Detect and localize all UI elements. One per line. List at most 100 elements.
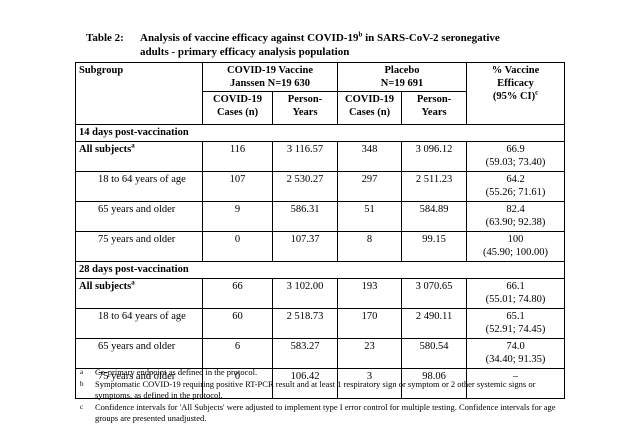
footnote: b Symptomatic COVID-19 requiring positive… (80, 379, 562, 401)
vaccine-cases-cell: 6 (202, 338, 273, 369)
placebo-cases-cell: 348 (337, 141, 403, 172)
placebo-cases-cell: 193 (337, 278, 403, 309)
footnote-marker: a (80, 368, 84, 376)
vaccine-group-line2: Janssen N=19 630 (229, 78, 311, 89)
table-row: 75 years and older 0 106.42 3 98.06 – (75, 368, 566, 399)
subgroup-column-header: Subgroup (75, 62, 203, 125)
table-row: 75 years and older 0 107.37 8 99.15 100 (45.90… (75, 231, 566, 262)
efficacy-column-header: % Vaccine Efficacy (95% CI)c (466, 62, 566, 125)
table-row: 18 to 64 years of age 107 2 530.27 297 2 511… (75, 171, 566, 202)
subgroup-label: 18 to 64 years of age (98, 311, 186, 322)
placebo-person-years-cell: 584.89 (401, 201, 468, 232)
vaccine-person-years-cell: 583.27 (271, 338, 339, 369)
table-title-label: Table 2: (86, 32, 124, 44)
vaccine-person-years-cell: 586.31 (271, 201, 339, 232)
table-header: Subgroup COVID-19 Vaccine Janssen N=19 6… (75, 62, 566, 125)
vaccine-py-line2: Years (292, 107, 318, 118)
vaccine-cases-line2: Cases (n) (216, 107, 259, 118)
vaccine-person-years-cell: 2 518.73 (271, 308, 339, 339)
placebo-cases-line2: Cases (n) (348, 107, 391, 118)
vaccine-cases-cell: 116 (202, 141, 273, 172)
footnote-text: Confidence intervals for 'All Subjects' … (95, 402, 556, 423)
footnotes: a Co-primary endpoint as defined in the p… (80, 367, 562, 425)
efficacy-header-line3: (95% CI)c (470, 89, 561, 103)
efficacy-ci: (55.01; 74.80) (485, 294, 546, 305)
placebo-group-header: Placebo N=19 691 (337, 62, 468, 92)
placebo-group-line1: Placebo (384, 65, 420, 76)
footnote-marker: b (80, 380, 84, 388)
efficacy-value: – (512, 371, 519, 382)
vaccine-py-line1: Person- (287, 94, 323, 105)
footnote-ref-a: a (131, 278, 135, 287)
placebo-cases-cell: 3 (337, 368, 403, 399)
vaccine-cases-cell: 0 (202, 368, 273, 399)
efficacy-ci: (55.26; 71.61) (485, 187, 546, 198)
efficacy-header-ci: (95% CI) (492, 91, 536, 102)
subgroup-cell: 75 years and older (75, 368, 203, 399)
efficacy-cell: 66.9 (59.03; 73.40) (466, 141, 566, 172)
placebo-py-line2: Years (421, 107, 447, 118)
placebo-cases-cell: 297 (337, 171, 403, 202)
subgroup-label: 65 years and older (98, 204, 176, 215)
subgroup-cell: 18 to 64 years of age (75, 308, 203, 339)
vaccine-person-years-cell: 3 116.57 (271, 141, 339, 172)
subgroup-label: All subjects (79, 144, 132, 155)
footnote-text: Co-primary endpoint as defined in the pr… (95, 367, 258, 377)
table-row: 65 years and older 9 586.31 51 584.89 82.4 (63… (75, 201, 566, 232)
section-header-row: 28 days post-vaccination (74, 261, 566, 279)
footnote: c Confidence intervals for 'All Subjects'… (80, 402, 562, 424)
vaccine-cases-cell: 9 (202, 201, 273, 232)
vaccine-person-years-header: Person- Years (271, 91, 339, 125)
group-header-row: Subgroup COVID-19 Vaccine Janssen N=19 6… (75, 62, 566, 125)
subgroup-cell: All subjectsa (75, 278, 203, 309)
efficacy-value: 100 (507, 234, 524, 245)
placebo-person-years-cell: 99.15 (401, 231, 468, 262)
efficacy-cell: 64.2 (55.26; 71.61) (466, 171, 566, 202)
efficacy-ci: (59.03; 73.40) (485, 157, 546, 168)
table-body: 14 days post-vaccination All subjectsa 116… (74, 124, 566, 399)
efficacy-cell: 66.1 (55.01; 74.80) (466, 278, 566, 309)
footnote-ref-b: b (358, 30, 363, 39)
table-row: 18 to 64 years of age 60 2 518.73 170 2 490.… (75, 308, 566, 339)
footnote-marker: c (80, 403, 84, 411)
efficacy-header-line1: % Vaccine (491, 65, 540, 76)
placebo-group-line2: N=19 691 (380, 78, 424, 89)
footnote-ref-a: a (131, 141, 135, 150)
vaccine-person-years-cell: 106.42 (271, 368, 339, 399)
placebo-cases-cell: 8 (337, 231, 403, 262)
table-title-line2: adults - primary efficacy analysis popul… (140, 45, 350, 58)
vaccine-cases-line1: COVID-19 (213, 94, 262, 105)
footnote-text: Symptomatic COVID-19 requiring positive … (95, 379, 536, 400)
section-header: 28 days post-vaccination (74, 261, 566, 279)
table-row: All subjectsa 66 3 102.00 193 3 070.65 66.1 (5… (75, 278, 566, 309)
table-title-text: Analysis of vaccine efficacy against COV… (140, 30, 590, 59)
placebo-person-years-header: Person- Years (401, 91, 468, 125)
subgroup-cell: 18 to 64 years of age (75, 171, 203, 202)
placebo-cases-cell: 51 (337, 201, 403, 232)
subgroup-label: All subjects (79, 281, 132, 292)
placebo-cases-cell: 23 (337, 338, 403, 369)
placebo-cases-cell: 170 (337, 308, 403, 339)
vaccine-group-header: COVID-19 Vaccine Janssen N=19 630 (201, 62, 339, 92)
vaccine-cases-cell: 107 (202, 171, 273, 202)
vaccine-cases-cell: 0 (202, 231, 273, 262)
placebo-person-years-cell: 2 511.23 (401, 171, 468, 202)
efficacy-value: 66.9 (506, 144, 525, 155)
placebo-person-years-cell: 3 070.65 (401, 278, 468, 309)
placebo-cases-header: COVID-19 Cases (n) (337, 91, 403, 125)
vaccine-person-years-cell: 3 102.00 (271, 278, 339, 309)
placebo-py-line1: Person- (416, 94, 452, 105)
vaccine-cases-cell: 66 (202, 278, 273, 309)
footnote: a Co-primary endpoint as defined in the p… (80, 367, 562, 378)
efficacy-value: 74.0 (506, 341, 525, 352)
subgroup-cell: 65 years and older (75, 201, 203, 232)
vaccine-group-line1: COVID-19 Vaccine (226, 65, 314, 76)
efficacy-cell: 65.1 (52.91; 74.45) (466, 308, 566, 339)
efficacy-value: 64.2 (506, 174, 525, 185)
subgroup-cell: 65 years and older (75, 338, 203, 369)
table-title-line1-text: Analysis of vaccine efficacy against COV… (140, 32, 359, 44)
efficacy-cell: 82.4 (63.90; 92.38) (466, 201, 566, 232)
efficacy-header-line2: Efficacy (497, 78, 534, 89)
placebo-person-years-cell: 3 096.12 (401, 141, 468, 172)
